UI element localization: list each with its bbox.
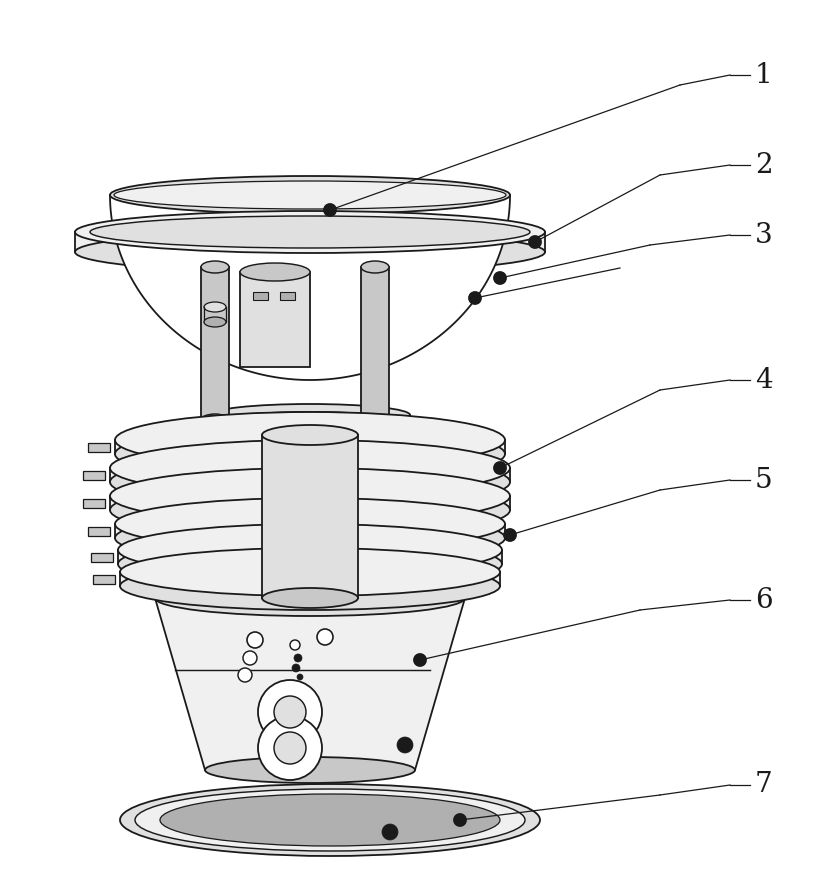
Ellipse shape [115,412,505,468]
Circle shape [258,716,322,780]
Circle shape [317,629,333,645]
Bar [83,499,105,508]
Polygon shape [75,232,545,252]
Circle shape [493,272,505,284]
Bar [360,267,388,420]
Ellipse shape [110,468,509,524]
Circle shape [468,292,481,304]
Circle shape [258,680,322,744]
Ellipse shape [75,211,545,253]
Bar [240,272,310,367]
Bar [91,553,113,562]
Polygon shape [110,496,509,510]
Text: 7: 7 [754,772,771,798]
Ellipse shape [120,562,500,610]
Ellipse shape [118,524,501,576]
Ellipse shape [120,548,500,596]
Polygon shape [118,550,501,564]
Ellipse shape [75,231,545,273]
Ellipse shape [120,784,540,856]
Circle shape [274,732,305,764]
Polygon shape [120,572,500,586]
Ellipse shape [205,757,414,783]
Circle shape [290,640,300,650]
Ellipse shape [135,789,524,851]
Bar [414,592,432,602]
Ellipse shape [201,414,229,426]
Circle shape [296,674,303,680]
Ellipse shape [115,498,505,550]
Bar [253,292,268,300]
Text: 4: 4 [754,367,771,393]
Ellipse shape [118,538,501,590]
Ellipse shape [115,512,505,564]
Circle shape [454,814,465,826]
Circle shape [504,529,515,541]
Text: 2: 2 [754,152,771,178]
Circle shape [274,696,305,728]
Ellipse shape [240,263,310,281]
Text: 1: 1 [754,61,771,89]
Polygon shape [115,524,505,538]
Ellipse shape [160,794,500,846]
Text: 3: 3 [754,222,771,248]
Circle shape [242,651,256,665]
Ellipse shape [360,414,388,426]
Circle shape [528,236,541,248]
Bar [83,471,105,480]
Ellipse shape [110,482,509,538]
Ellipse shape [262,425,358,445]
Ellipse shape [110,176,509,214]
Ellipse shape [210,404,410,426]
Ellipse shape [115,426,505,482]
Circle shape [294,654,301,662]
Ellipse shape [204,302,226,312]
Circle shape [324,204,336,216]
Polygon shape [155,598,464,770]
Ellipse shape [110,454,509,510]
Ellipse shape [155,580,464,616]
Circle shape [382,824,397,840]
Bar [93,575,115,584]
Ellipse shape [110,440,509,496]
Circle shape [292,664,300,672]
Ellipse shape [262,588,358,608]
Circle shape [238,668,251,682]
Circle shape [247,632,263,648]
Polygon shape [262,435,358,598]
Bar [88,443,110,452]
Ellipse shape [201,261,229,273]
Ellipse shape [360,261,388,273]
Polygon shape [110,195,509,380]
Bar [88,527,110,536]
Ellipse shape [90,216,529,248]
Ellipse shape [114,181,505,209]
Bar [201,267,229,420]
Circle shape [414,654,426,666]
Ellipse shape [204,317,226,327]
Text: 6: 6 [754,587,771,613]
Polygon shape [110,468,509,482]
Bar [279,292,295,300]
Polygon shape [115,440,505,454]
Circle shape [493,462,505,474]
Text: 5: 5 [754,467,771,494]
Ellipse shape [210,412,410,434]
Circle shape [396,737,413,753]
